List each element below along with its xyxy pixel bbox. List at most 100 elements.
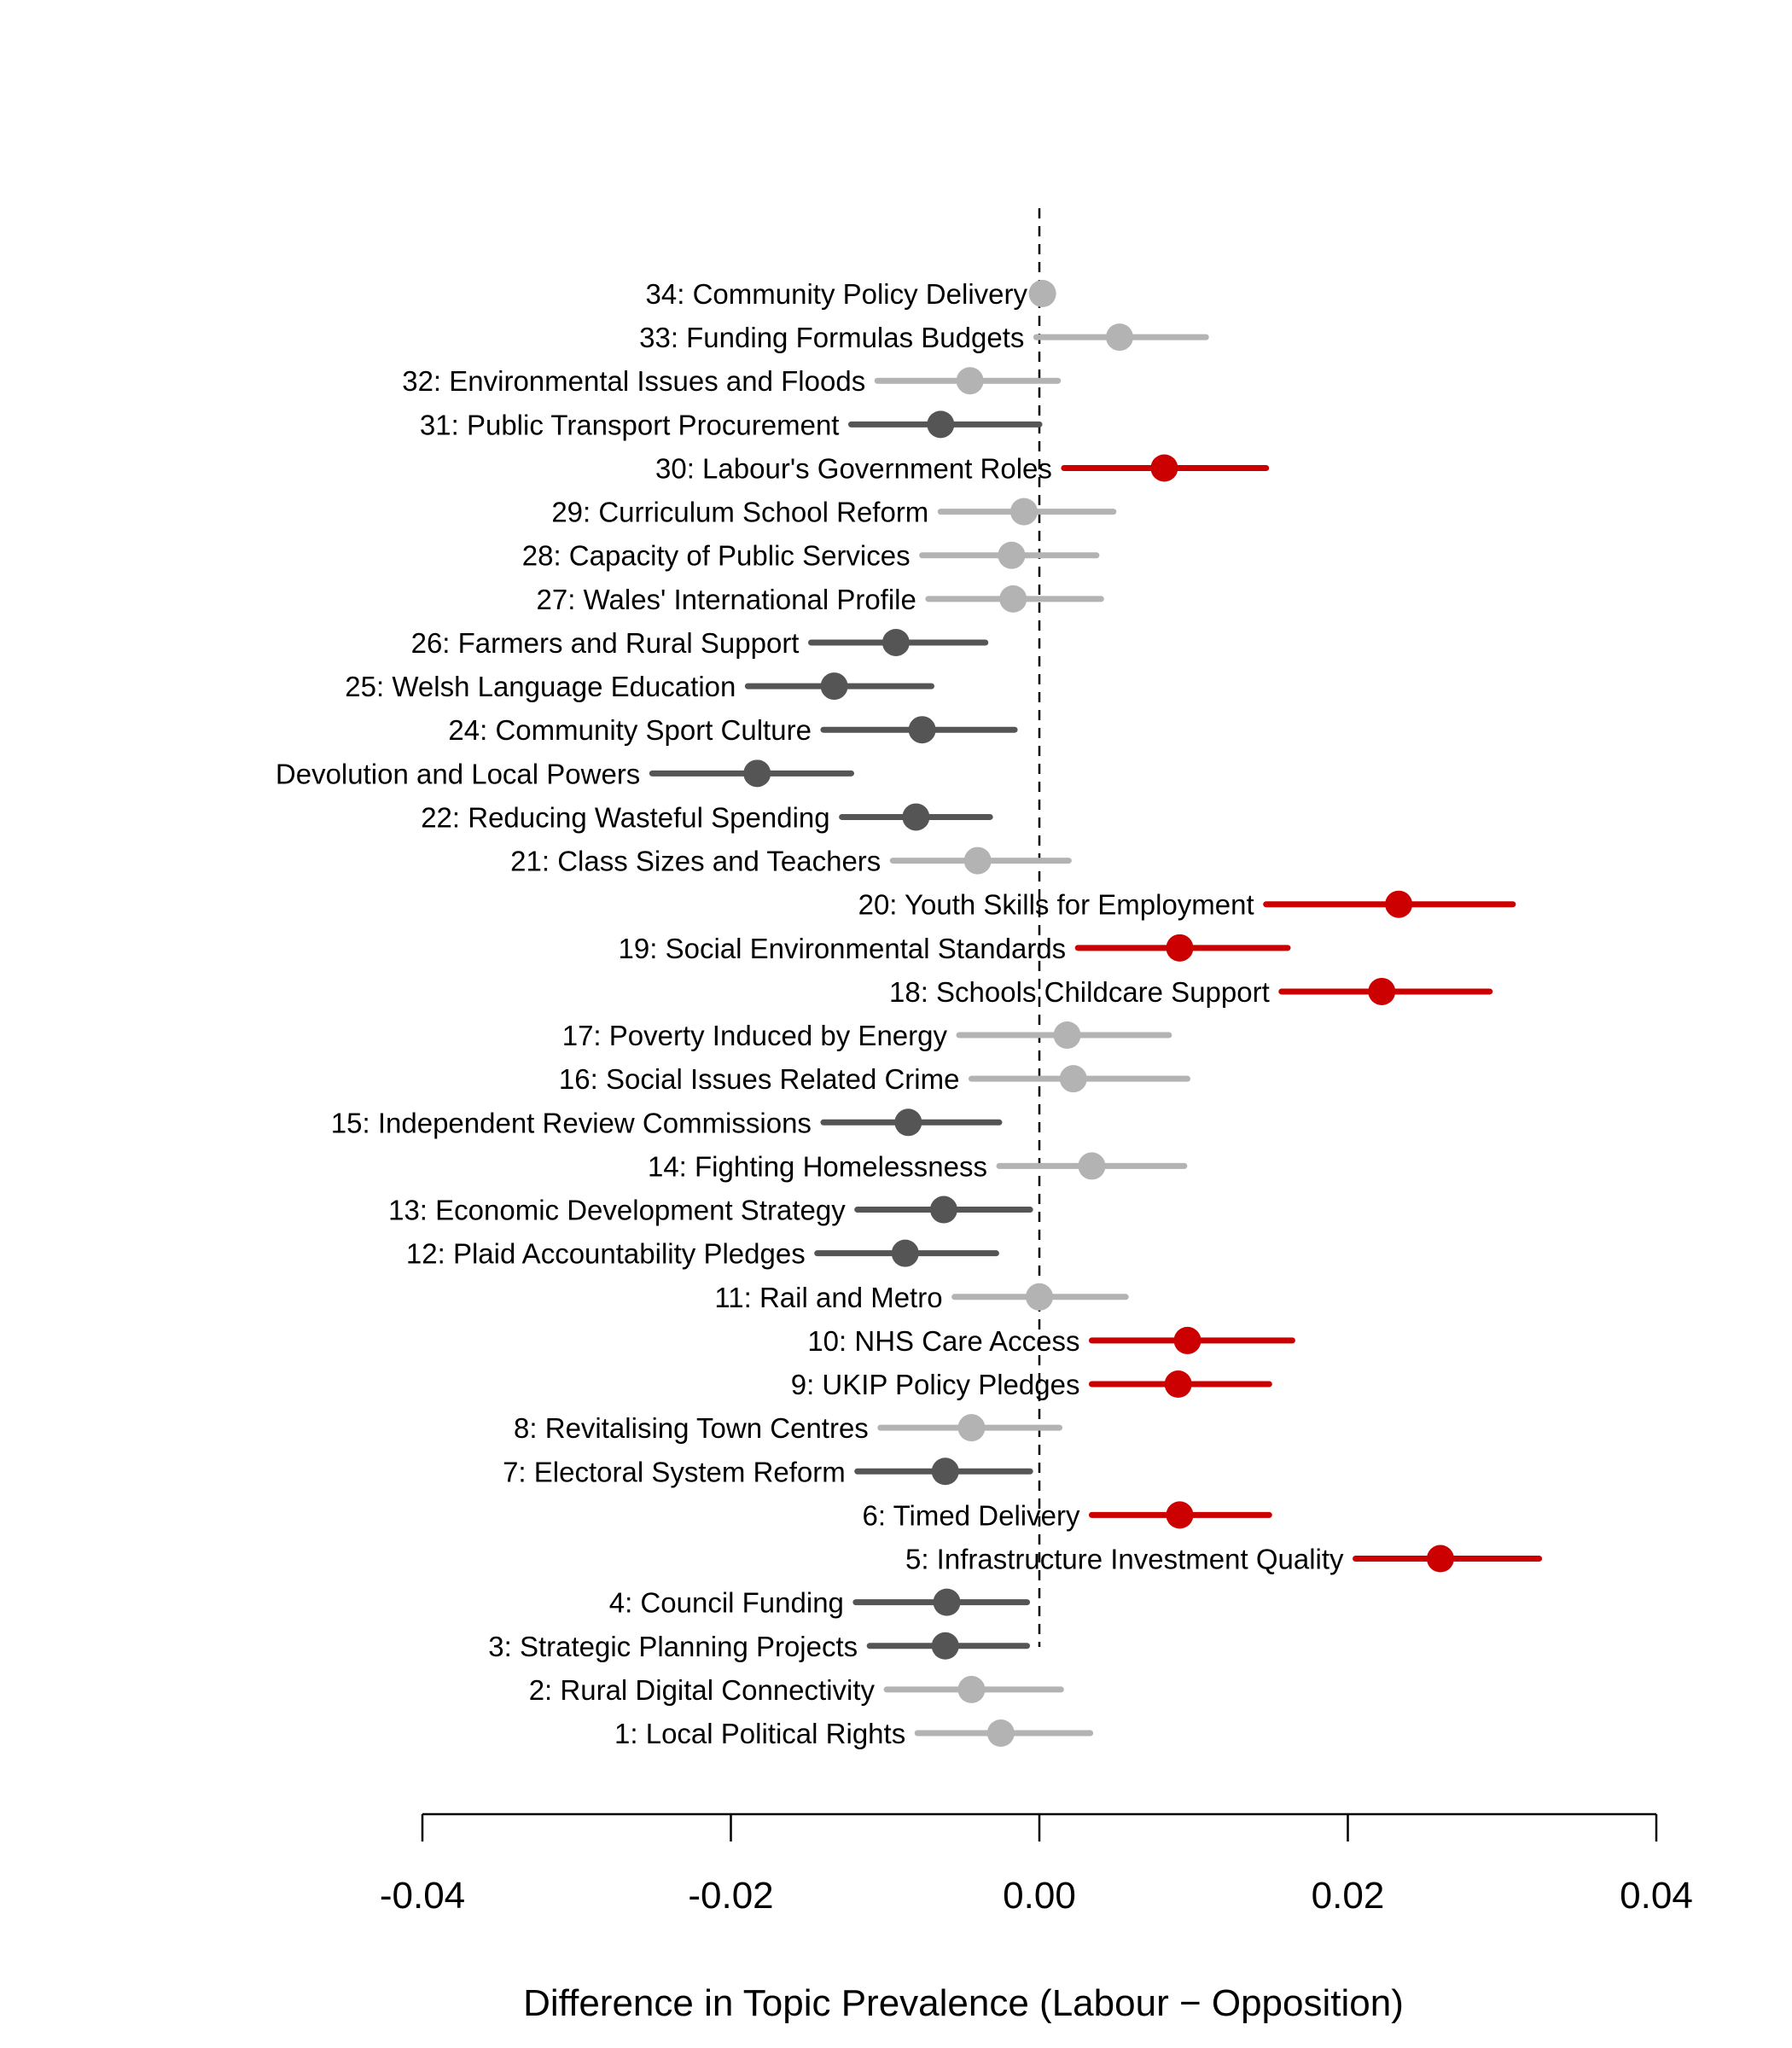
topic-row: 9: UKIP Policy Pledges — [791, 1369, 1272, 1400]
topic-label: 15: Independent Review Commissions — [331, 1107, 812, 1138]
topic-label: 17: Poverty Induced by Energy — [562, 1020, 948, 1051]
topic-label: 24: Community Sport Culture — [448, 714, 812, 746]
point-estimate — [998, 541, 1026, 569]
topic-label: 25: Welsh Language Education — [345, 671, 736, 702]
topic-label: 12: Plaid Accountability Pledges — [406, 1238, 806, 1270]
point-estimate — [931, 1632, 959, 1660]
x-tick-label: -0.02 — [688, 1875, 773, 1917]
point-estimate — [1173, 1326, 1201, 1354]
point-estimate — [1426, 1545, 1454, 1573]
topic-row: 13: Economic Development Strategy — [388, 1195, 1033, 1226]
topic-label: 32: Environmental Issues and Floods — [402, 365, 865, 397]
topic-label: 31: Public Transport Procurement — [420, 409, 840, 440]
topic-row: 28: Capacity of Public Services — [522, 540, 1100, 572]
topic-label: 8: Revitalising Town Centres — [514, 1412, 869, 1444]
topic-row: 8: Revitalising Town Centres — [514, 1412, 1062, 1444]
topic-row: 27: Wales' International Profile — [537, 584, 1104, 615]
point-estimate — [1053, 1021, 1081, 1050]
topic-row: 2: Rural Digital Connectivity — [529, 1674, 1064, 1706]
topic-row: 7: Electoral System Reform — [503, 1456, 1033, 1487]
x-axis-ticks: -0.04 -0.02 0.00 0.02 0.04 — [380, 1814, 1693, 1917]
topic-label: 6: Timed Delivery — [863, 1499, 1080, 1531]
topic-label: 11: Rail and Metro — [714, 1282, 942, 1313]
topic-row: 18: Schools Childcare Support — [889, 976, 1493, 1008]
point-estimate — [929, 1196, 957, 1224]
x-axis: -0.04 -0.02 0.00 0.02 0.04 — [380, 1812, 1693, 1917]
topic-label: Devolution and Local Powers — [276, 758, 640, 789]
x-tick-label: 0.04 — [1620, 1875, 1693, 1917]
topic-label: 16: Social Issues Related Crime — [559, 1063, 960, 1095]
topic-row: 11: Rail and Metro — [714, 1282, 1129, 1313]
topic-row: 34: Community Policy Delivery — [646, 278, 1056, 310]
topic-label: 21: Class Sizes and Teachers — [510, 846, 881, 877]
topic-row: 14: Fighting Homelessness — [648, 1150, 1188, 1182]
topic-label: 10: NHS Care Access — [807, 1325, 1079, 1357]
topic-row: 21: Class Sizes and Teachers — [510, 846, 1072, 877]
topic-label: 19: Social Environmental Standards — [619, 933, 1067, 964]
point-estimate — [1078, 1152, 1106, 1180]
topic-row: 26: Farmers and Rural Support — [411, 627, 989, 659]
point-estimate — [1026, 1283, 1053, 1311]
point-estimate — [902, 803, 930, 831]
x-axis-title: Difference in Topic Prevalence (Labour −… — [523, 1982, 1404, 2024]
point-estimate — [743, 759, 771, 788]
topic-label: 5: Infrastructure Investment Quality — [905, 1544, 1344, 1575]
topic-label: 1: Local Political Rights — [614, 1718, 905, 1749]
point-estimate — [1368, 977, 1396, 1005]
topic-label: 27: Wales' International Profile — [537, 584, 916, 615]
topic-row: 10: NHS Care Access — [807, 1325, 1295, 1357]
point-estimate — [1028, 280, 1056, 307]
point-estimate — [956, 367, 984, 395]
topic-row: 15: Independent Review Commissions — [331, 1107, 1003, 1138]
topic-row: 3: Strategic Planning Projects — [488, 1631, 1031, 1662]
topic-label: 7: Electoral System Reform — [503, 1456, 846, 1487]
topic-row: 24: Community Sport Culture — [448, 714, 1018, 746]
topic-row: 33: Funding Formulas Budgets — [639, 322, 1209, 353]
topic-row: 6: Timed Delivery — [863, 1499, 1272, 1531]
topic-label: 20: Youth Skills for Employment — [858, 889, 1254, 921]
point-estimate — [820, 672, 848, 701]
point-estimate — [931, 1457, 959, 1486]
point-estimate — [963, 847, 992, 875]
point-estimate — [957, 1675, 986, 1703]
topic-label: 30: Labour's Government Roles — [655, 452, 1052, 484]
point-estimate — [1166, 1501, 1194, 1529]
topic-row: 25: Welsh Language Education — [345, 671, 934, 702]
topic-label: 29: Curriculum School Reform — [551, 497, 928, 528]
topic-row: 1: Local Political Rights — [614, 1718, 1094, 1749]
topic-row: 31: Public Transport Procurement — [420, 409, 1043, 440]
topic-label: 22: Reducing Wasteful Spending — [421, 801, 829, 833]
point-estimate — [1164, 1370, 1192, 1399]
topic-label: 34: Community Policy Delivery — [646, 278, 1028, 310]
topic-label: 4: Council Funding — [609, 1587, 844, 1619]
topic-row: 16: Social Issues Related Crime — [559, 1063, 1191, 1095]
topic-label: 26: Farmers and Rural Support — [411, 627, 800, 659]
point-estimate — [1150, 454, 1178, 482]
topic-row: Devolution and Local Powers — [276, 758, 854, 789]
topic-rows: 34: Community Policy Delivery 33: Funding… — [276, 278, 1543, 1749]
topic-label: 2: Rural Digital Connectivity — [529, 1674, 876, 1706]
topic-label: 13: Economic Development Strategy — [388, 1195, 846, 1226]
topic-label: 9: UKIP Policy Pledges — [791, 1369, 1080, 1400]
topic-row: 4: Council Funding — [609, 1587, 1031, 1619]
point-estimate — [986, 1719, 1015, 1747]
topic-row: 17: Poverty Induced by Energy — [562, 1020, 1172, 1051]
topic-row: 29: Curriculum School Reform — [551, 497, 1117, 528]
topic-row: 32: Environmental Issues and Floods — [402, 365, 1062, 397]
topic-row: 30: Labour's Government Roles — [655, 452, 1270, 484]
point-estimate — [933, 1588, 961, 1616]
point-estimate — [1009, 497, 1038, 526]
topic-row: 12: Plaid Accountability Pledges — [406, 1238, 999, 1270]
x-tick-label: -0.04 — [380, 1875, 465, 1917]
point-estimate — [894, 1108, 922, 1137]
point-estimate — [1166, 934, 1194, 962]
topic-label: 33: Funding Formulas Budgets — [639, 322, 1024, 353]
x-tick-label: 0.02 — [1312, 1875, 1385, 1917]
point-estimate — [957, 1414, 986, 1442]
point-estimate — [927, 410, 955, 439]
topic-label: 18: Schools Childcare Support — [889, 976, 1270, 1008]
x-tick-label: 0.00 — [1003, 1875, 1076, 1917]
topic-row: 20: Youth Skills for Employment — [858, 889, 1516, 921]
topic-row: 5: Infrastructure Investment Quality — [905, 1544, 1543, 1575]
